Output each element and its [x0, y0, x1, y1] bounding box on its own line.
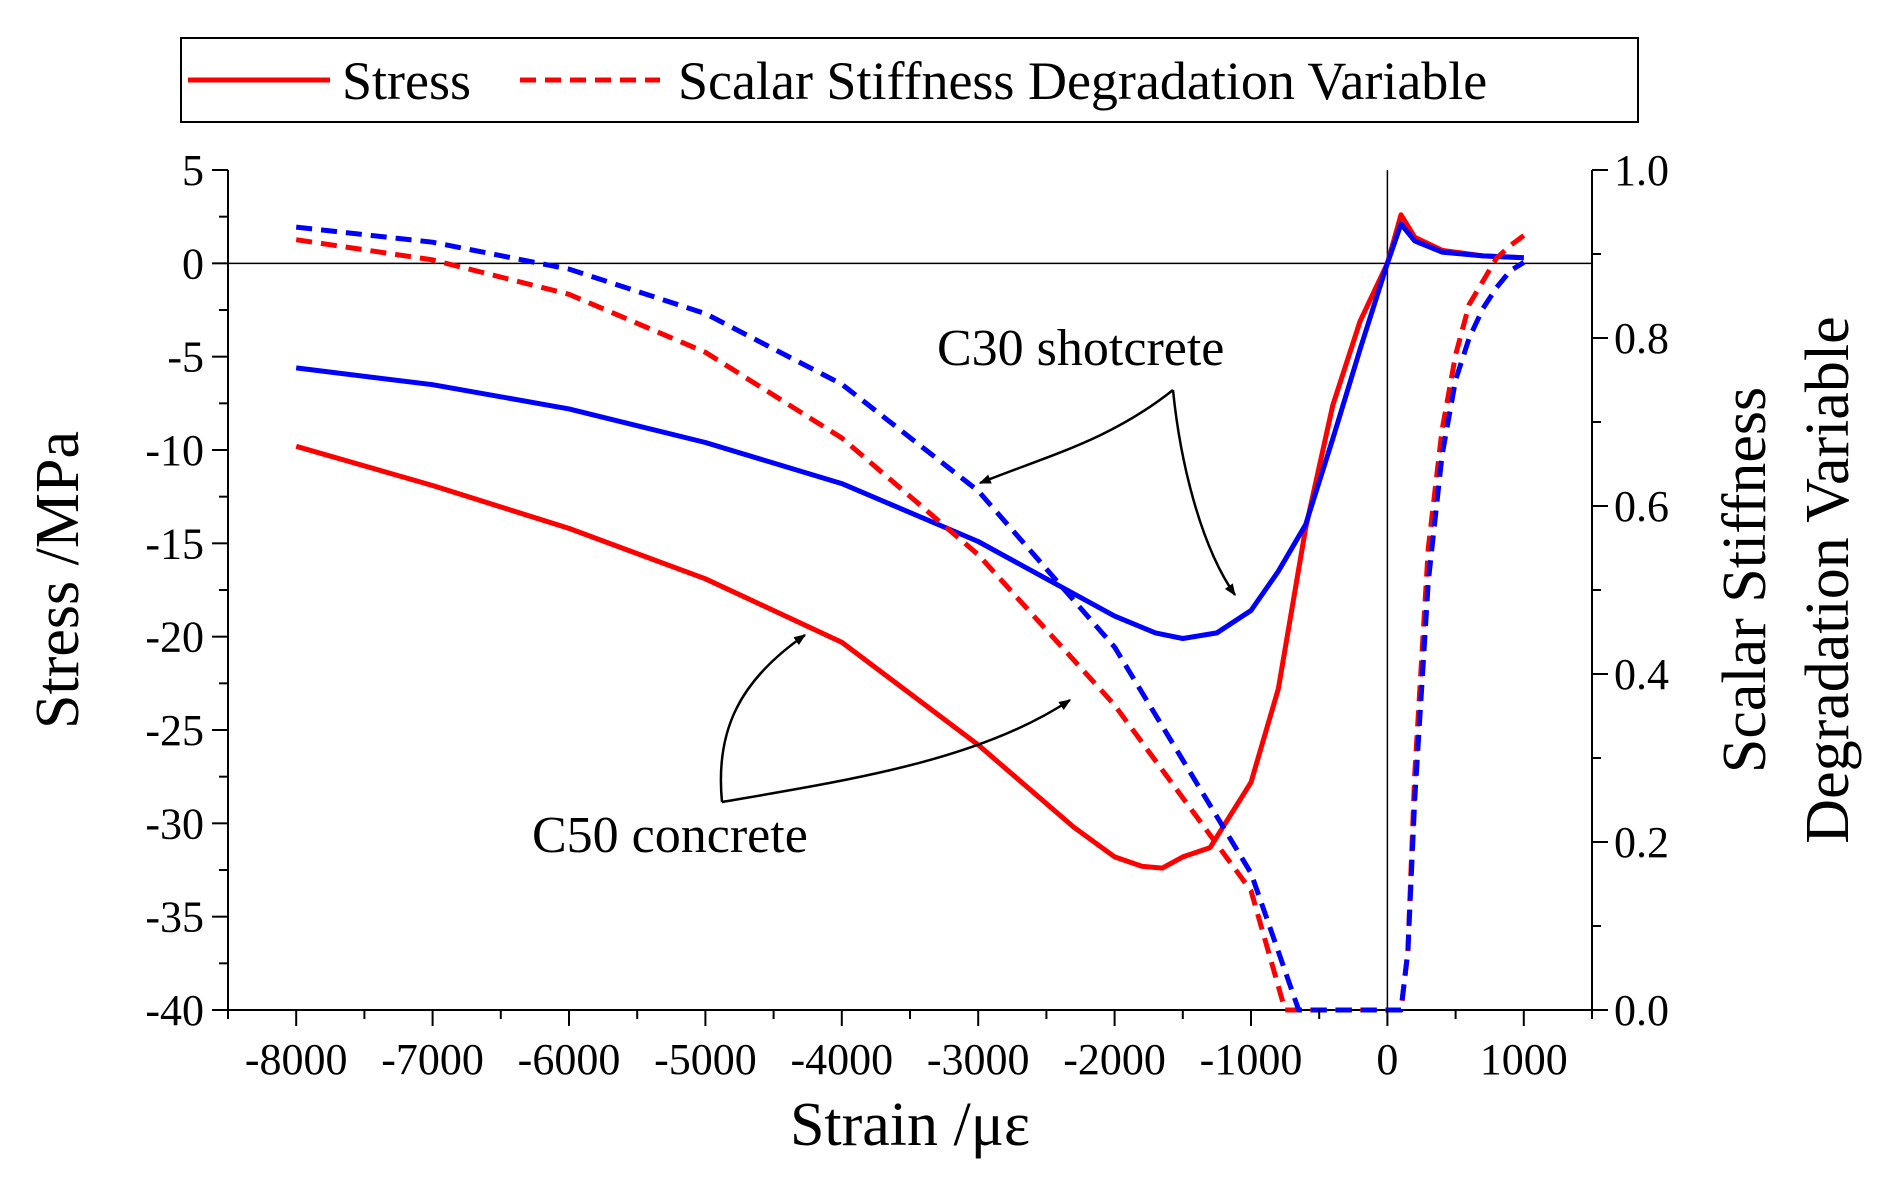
annotation-c50-concrete: C50 concrete: [532, 807, 808, 864]
y-tick-label-2: -5: [167, 333, 204, 382]
zero-reference-lines: [228, 170, 1592, 1010]
y-tick-label-9: -40: [145, 986, 204, 1035]
y2-axis-label-line2: Degradation Variable: [1794, 316, 1862, 843]
x-tick-label-1: -7000: [381, 1035, 484, 1084]
y2-tick-label-4: 0.2: [1614, 818, 1669, 867]
y-tick-label-1: 0: [182, 239, 204, 288]
series-line-3: [295, 224, 1526, 1013]
legend-label-stress: Stress: [342, 51, 471, 111]
x-tick-label-7: -1000: [1200, 1035, 1303, 1084]
y-tick-label-4: -15: [145, 519, 204, 568]
y-tick-label-0: 5: [182, 146, 204, 195]
series-line-2: [295, 233, 1526, 1013]
y2-axis-label-line1: Scalar Stiffness: [1711, 387, 1779, 773]
annotation-arrow-c50-dashed: [721, 698, 1071, 804]
x-tick-label-6: -2000: [1063, 1035, 1166, 1084]
x-axis-label: Strain /με: [790, 1091, 1030, 1159]
y-tick-label-8: -35: [145, 893, 204, 942]
series-layer: [295, 212, 1526, 1013]
annotation-arrow-c30-solid: [1171, 389, 1237, 596]
y-axis-label: Stress /MPa: [24, 431, 92, 729]
x-tick-label-3: -5000: [654, 1035, 757, 1084]
series-line-0: [295, 212, 1524, 871]
x-tick-label-2: -6000: [518, 1035, 621, 1084]
x-tick-label-4: -4000: [790, 1035, 893, 1084]
legend: Stress Scalar Stiffness Degradation Vari…: [180, 37, 1639, 123]
y-tick-label-7: -30: [145, 799, 204, 848]
right-y-axis: 1.0 0.8 0.6 0.4 0.2 0.0: [1592, 146, 1669, 1035]
y2-tick-label-2: 0.6: [1614, 482, 1669, 531]
y-tick-label-3: -10: [145, 426, 204, 475]
y2-tick-label-1: 0.8: [1614, 314, 1669, 363]
legend-box: [180, 37, 1639, 123]
series-line-1: [295, 221, 1524, 641]
x-axis: -8000 -7000 -6000 -5000 -4000 -3000 -2000 -1000…: [227, 1010, 1593, 1084]
x-tick-label-0: -8000: [245, 1035, 348, 1084]
y2-tick-label-5: 0.0: [1614, 986, 1669, 1035]
y2-tick-label-3: 0.4: [1614, 650, 1669, 699]
x-tick-label-8: 0: [1376, 1035, 1398, 1084]
y-tick-label-5: -20: [145, 613, 204, 662]
annotations: C30 shotcrete C50 concrete: [532, 320, 1237, 864]
y2-tick-label-0: 1.0: [1614, 146, 1669, 195]
x-tick-label-9: 1000: [1480, 1035, 1568, 1084]
legend-label-degradation: Scalar Stiffness Degradation Variable: [678, 51, 1487, 111]
y-tick-label-6: -25: [145, 706, 204, 755]
annotation-arrow-c50-solid: [719, 633, 806, 803]
annotation-c30-shotcrete: C30 shotcrete: [937, 320, 1224, 377]
left-y-axis: 5 0 -5 -10 -15 -20 -25 -30 -35 -40: [145, 146, 228, 1035]
x-tick-label-5: -3000: [927, 1035, 1030, 1084]
annotation-arrow-c30-dashed: [978, 389, 1174, 485]
